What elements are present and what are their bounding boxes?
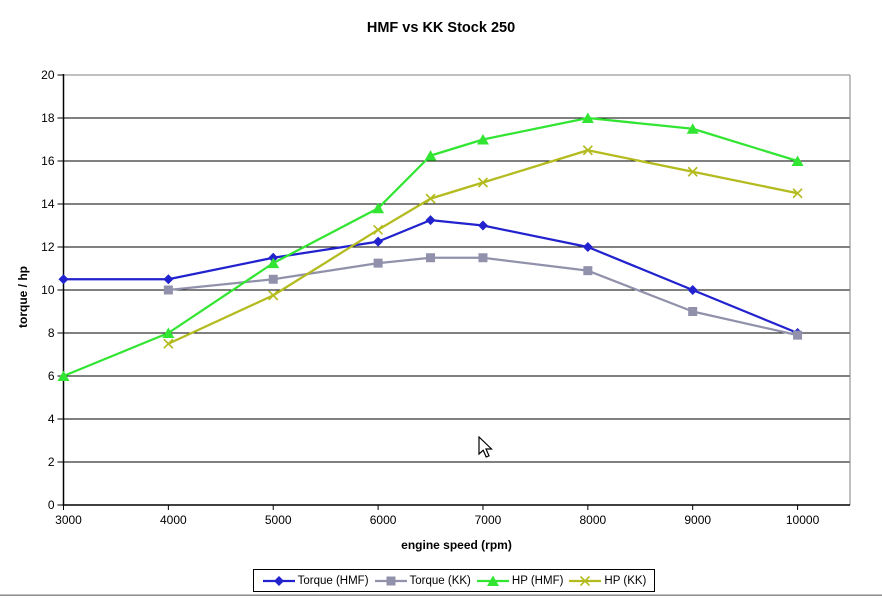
y-tick-label: 14 — [41, 197, 55, 211]
x-axis-title: engine speed (rpm) — [401, 538, 512, 552]
marker-square — [386, 576, 396, 585]
marker-diamond — [163, 274, 174, 285]
marker-x — [792, 188, 803, 199]
marker-triangle — [791, 155, 804, 166]
marker-square — [793, 330, 803, 340]
marker-square — [163, 285, 173, 295]
marker-triangle — [57, 370, 70, 381]
marker-triangle — [581, 112, 594, 123]
legend-label: Torque (HMF) — [297, 574, 369, 587]
y-tick-label: 10 — [41, 283, 55, 297]
x-tick-label: 4000 — [160, 513, 187, 527]
legend-marker-x-icon — [569, 575, 602, 586]
gridlines — [63, 117, 850, 463]
y-tick-label: 18 — [41, 111, 55, 125]
marker-x — [582, 145, 593, 156]
marker-square — [268, 274, 278, 284]
y-tick-label: 8 — [48, 326, 55, 340]
marker-triangle — [686, 123, 699, 134]
x-tick-label: 5000 — [265, 513, 292, 527]
marker-triangle — [162, 327, 175, 338]
y-axis-ticks: 0 2 4 6 8 10 12 14 16 18 20 — [41, 68, 64, 512]
legend-item[interactable]: Torque (HMF) — [262, 575, 369, 587]
series-line — [168, 256, 798, 337]
x-tick-label: 3000 — [55, 513, 82, 527]
legend-label: Torque (KK) — [409, 574, 471, 587]
y-tick-label: 12 — [41, 240, 55, 254]
chart-title: HMF vs KK Stock 250 — [366, 20, 516, 36]
marker-diamond — [58, 274, 69, 285]
legend-marker-triangle-icon — [476, 575, 509, 586]
marker-square — [583, 266, 593, 276]
marker-square — [688, 307, 698, 316]
y-tick-label: 0 — [48, 498, 55, 512]
series-line — [167, 149, 798, 345]
marker-square — [426, 253, 436, 263]
marker-triangle — [267, 257, 280, 269]
series-hp-kk[interactable] — [163, 145, 803, 349]
marker-x — [580, 575, 591, 586]
marker-diamond — [425, 215, 436, 226]
series-line — [63, 219, 798, 335]
marker-x — [477, 177, 489, 188]
series-hp-hmf[interactable] — [57, 112, 804, 382]
marker-square — [373, 258, 383, 268]
marker-triangle — [486, 575, 499, 586]
legend-item[interactable]: HP (KK) — [568, 575, 646, 587]
y-tick-label: 2 — [48, 455, 55, 469]
legend-label: HP (KK) — [604, 574, 647, 587]
x-tick-label: 6000 — [370, 513, 397, 527]
legend-item[interactable]: HP (HMF) — [476, 574, 564, 587]
x-tick-label: 7000 — [475, 513, 502, 527]
marker-triangle — [476, 134, 489, 145]
marker-triangle — [424, 150, 437, 161]
marker-x — [373, 224, 384, 235]
legend-item[interactable]: Torque (KK) — [374, 575, 471, 587]
y-tick-label: 16 — [41, 154, 55, 168]
window-divider — [0, 594, 882, 596]
legend-marker-diamond-icon — [262, 575, 295, 586]
chart-legend[interactable]: Torque (HMF) Torque (KK) HP (HMF) HP (KK) — [253, 569, 655, 592]
x-tick-label: 8000 — [579, 513, 606, 527]
marker-x — [425, 193, 436, 204]
x-axis-ticks: 3000 4000 5000 6000 7000 8000 9000 10000 — [55, 505, 820, 527]
marker-triangle — [372, 202, 385, 214]
marker-square — [478, 253, 488, 263]
y-tick-label: 6 — [48, 369, 55, 383]
marker-diamond — [273, 575, 284, 586]
series-torque-kk[interactable] — [163, 253, 803, 340]
marker-x — [163, 338, 174, 349]
marker-diamond — [373, 236, 384, 247]
legend-marker-square-icon — [374, 576, 407, 585]
marker-x — [687, 166, 698, 177]
x-tick-label: 10000 — [786, 513, 820, 527]
x-tick-label: 9000 — [684, 513, 711, 527]
marker-diamond — [582, 242, 593, 252]
marker-diamond — [687, 285, 698, 295]
marker-x — [268, 290, 279, 301]
y-tick-label: 4 — [48, 412, 55, 426]
series-torque-hmf[interactable] — [58, 215, 803, 338]
legend-label: HP (HMF) — [511, 574, 564, 587]
y-tick-label: 20 — [41, 68, 55, 82]
marker-diamond — [477, 220, 488, 231]
